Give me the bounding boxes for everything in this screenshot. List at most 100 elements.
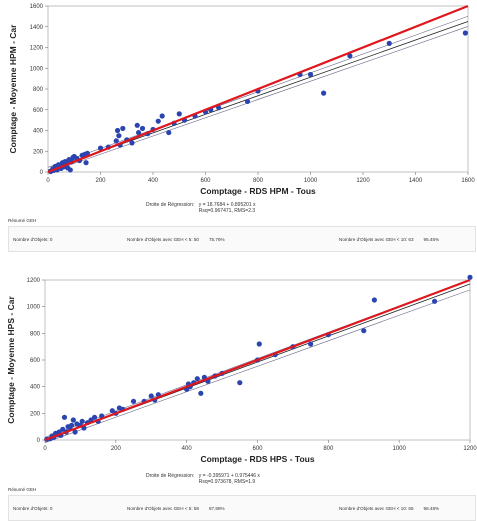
data-point xyxy=(84,150,90,156)
data-point xyxy=(321,90,327,96)
x-tick-label: 1600 xyxy=(461,178,475,184)
data-point xyxy=(130,398,137,404)
geh5-percent: 87.88% xyxy=(209,506,225,511)
y-tick-label: 200 xyxy=(30,411,41,417)
y-tick-label: 400 xyxy=(33,129,44,135)
data-point xyxy=(256,341,262,347)
x-axis-label: Comptage - RDS HPM - Tous xyxy=(200,186,316,196)
y-tick-label: 800 xyxy=(30,331,41,337)
x-tick-label: 800 xyxy=(253,178,264,184)
x-tick-label: 1200 xyxy=(463,446,477,452)
data-point xyxy=(431,298,438,304)
data-point xyxy=(114,127,121,134)
data-point xyxy=(371,297,377,303)
y-tick-label: 600 xyxy=(30,358,41,364)
data-point xyxy=(72,429,78,435)
regression-label: Droite de Régression: xyxy=(146,202,195,208)
geh10-percent: 95.45% xyxy=(423,237,440,242)
geh-summary-title: Résumé GEH xyxy=(8,218,37,223)
x-tick-label: 200 xyxy=(95,178,106,184)
x-tick-label: 600 xyxy=(252,446,263,452)
scatter-chart-hps: 0 200 400 600 800 1000 1200 0 200 400 600 800 1000 12… xyxy=(6,274,477,464)
geh-summary: Résumé GEH Nombre d'Objets: 0 Nombre d'O… xyxy=(8,218,476,252)
data-point xyxy=(109,408,115,414)
y-tick-label: 1000 xyxy=(27,305,41,311)
x-tick-label: 600 xyxy=(200,178,211,184)
objects-count: Nombre d'Objets: 0 xyxy=(13,237,53,242)
data-point xyxy=(70,417,76,423)
data-point xyxy=(116,133,122,139)
geh5-percent: 75.76% xyxy=(209,237,225,242)
y-tick-label: 0 xyxy=(37,438,41,444)
data-point xyxy=(159,113,165,119)
data-point xyxy=(155,118,161,124)
regression-stats: Rsq=0.967471, RMS=2.3 xyxy=(198,208,256,214)
data-point xyxy=(91,414,98,420)
data-point xyxy=(67,167,73,173)
data-point xyxy=(386,40,392,46)
identity-line xyxy=(44,278,471,442)
x-axis-label: Comptage - RDS HPS - Tous xyxy=(200,454,314,464)
data-point xyxy=(148,393,154,399)
data-point xyxy=(79,418,85,424)
data-point xyxy=(139,125,146,132)
y-tick-label: 400 xyxy=(30,385,41,391)
chart-panel-1: 0 200 400 600 800 1000 1200 1400 1600 0 200 400 600 8… xyxy=(0,0,477,252)
data-point xyxy=(308,341,314,347)
geh5-count: Nombre d'Objets avec GEH < 5: 50 xyxy=(127,237,199,242)
data-point xyxy=(361,328,367,334)
data-point xyxy=(237,380,243,386)
y-tick-label: 1000 xyxy=(30,66,44,72)
geh5-count: Nombre d'Objets avec GEH < 5: 58 xyxy=(127,506,199,511)
regression-stats: Rsq=0.973678, RMS=1.9 xyxy=(198,479,256,485)
data-point xyxy=(307,71,314,78)
geh-summary-title: Résumé GEH xyxy=(8,487,37,492)
x-tick-label: 0 xyxy=(43,446,47,452)
x-tick-label: 1000 xyxy=(304,178,318,184)
y-tick-label: 0 xyxy=(40,170,44,176)
regression-info: Droite de Régression: y = -0.395971 + 0.… xyxy=(146,473,260,485)
data-point xyxy=(176,111,182,117)
identity-line xyxy=(47,4,469,174)
data-point xyxy=(68,422,75,428)
y-tick-label: 600 xyxy=(33,108,44,114)
x-tick-label: 800 xyxy=(323,446,334,452)
scatter-chart-hpm: 0 200 400 600 800 1000 1200 1400 1600 0 200 400 600 8… xyxy=(8,4,475,196)
x-tick-label: 1400 xyxy=(409,178,423,184)
y-axis-label: Comptage - Moyenne HPM - Car xyxy=(8,24,18,154)
x-tick-label: 400 xyxy=(148,178,159,184)
y-tick-label: 1400 xyxy=(30,25,44,31)
confidence-line xyxy=(47,26,469,173)
y-tick-label: 800 xyxy=(33,87,44,93)
data-point xyxy=(194,376,200,382)
x-tick-label: 200 xyxy=(111,446,122,452)
data-point xyxy=(83,160,89,166)
confidence-line xyxy=(44,289,471,443)
data-point xyxy=(347,53,353,59)
regression-info: Droite de Régression: y = 18.7684 + 0.89… xyxy=(146,202,255,214)
data-point xyxy=(134,122,140,128)
geh-summary: Résumé GEH Nombre d'Objets: 0 Nombre d'O… xyxy=(8,487,476,521)
data-point xyxy=(198,390,204,396)
regression-label: Droite de Régression: xyxy=(146,473,195,479)
chart-panel-2: 0 200 400 600 800 1000 1200 0 200 400 600 800 1000 12… xyxy=(0,270,477,521)
x-tick-label: 0 xyxy=(46,178,50,184)
data-point xyxy=(462,30,468,36)
data-point xyxy=(97,145,104,151)
data-point xyxy=(129,140,135,146)
data-point xyxy=(244,98,251,105)
geh10-count: Nombre d'Objets avec GEH < 10: 63 xyxy=(339,237,414,242)
data-point xyxy=(166,129,172,136)
data-point xyxy=(467,274,473,280)
y-tick-label: 1200 xyxy=(27,278,41,284)
regression-equation: y = -0.395971 + 0.975446 x xyxy=(198,473,260,479)
x-tick-label: 1200 xyxy=(356,178,370,184)
x-tick-label: 400 xyxy=(182,446,193,452)
y-axis-label: Comptage - Moyenne HPS - Car xyxy=(6,296,16,424)
data-point xyxy=(120,125,126,132)
objects-count: Nombre d'Objets: 0 xyxy=(13,506,53,511)
data-point xyxy=(216,105,222,111)
data-point xyxy=(113,138,119,144)
geh10-count: Nombre d'Objets avec GEH < 10: 65 xyxy=(339,506,414,511)
geh10-percent: 98.48% xyxy=(423,506,440,511)
